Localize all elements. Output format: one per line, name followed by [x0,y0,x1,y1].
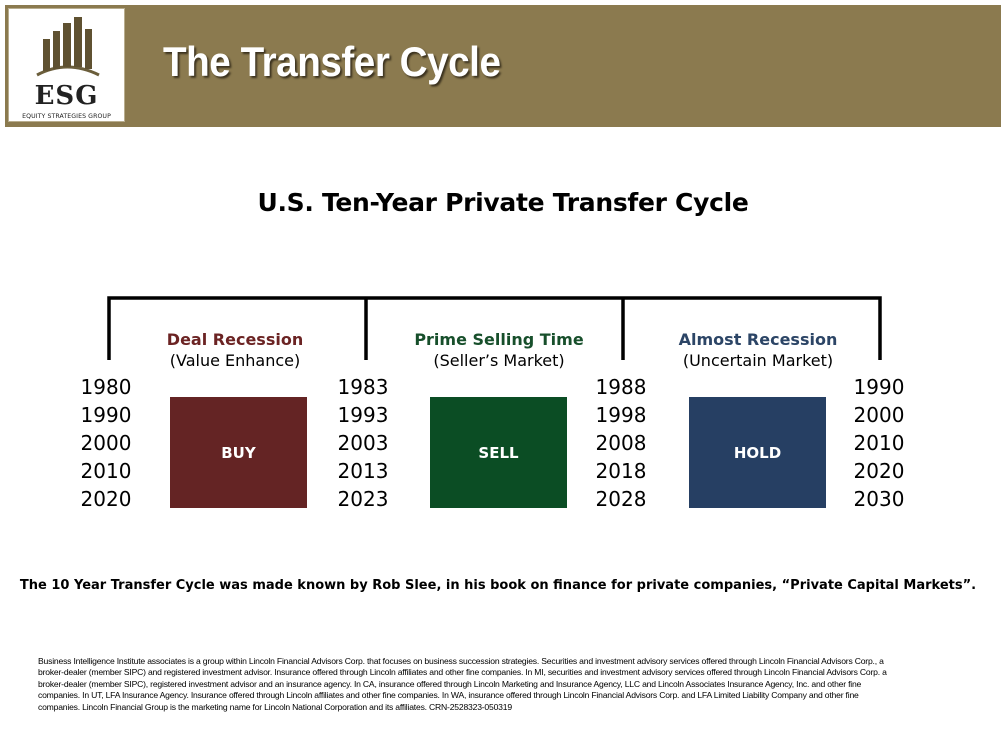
header-banner [5,5,1001,127]
phase-sub-deal-recession: (Value Enhance) [169,351,301,370]
sell-box: SELL [430,397,567,508]
year-label: 2023 [337,487,389,511]
year-label: 1990 [853,375,905,399]
legal-disclaimer: Business Intelligence Institute associat… [38,656,938,713]
building-icon [36,17,100,77]
page-title: The Transfer Cycle [163,38,501,85]
year-label: 2028 [595,487,647,511]
year-column-3: 1988 1998 2008 2018 2028 [591,373,651,513]
year-label: 1990 [80,403,132,427]
buy-label: BUY [221,443,256,462]
year-label: 2008 [595,431,647,455]
logo-wordmark: ESG [34,81,99,111]
phase-label-almost-recession: Almost Recession [678,330,838,349]
source-note: The 10 Year Transfer Cycle was made know… [19,578,977,593]
year-label: 2010 [80,459,132,483]
year-label: 2020 [853,459,905,483]
disclaimer-line: broker-dealer (member SIPC), registered … [38,678,862,689]
phase-label-deal-recession: Deal Recession [166,330,304,349]
year-column-1: 1980 1990 2000 2010 2020 [76,373,136,513]
year-label: 2013 [337,459,389,483]
hold-label: HOLD [733,443,782,462]
buy-box: BUY [170,397,307,508]
year-label: 1983 [337,375,389,399]
year-label: 2010 [853,431,905,455]
year-label: 2030 [853,487,905,511]
phase-sub-almost-recession: (Uncertain Market) [682,351,834,370]
disclaimer-line: companies. Lincoln Financial Group is th… [38,701,512,712]
year-label: 2000 [853,403,905,427]
year-column-4: 1990 2000 2010 2020 2030 [849,373,909,513]
logo-tagline: EQUITY STRATEGIES GROUP [22,113,111,120]
year-label: 1988 [595,375,647,399]
esg-logo: ESG EQUITY STRATEGIES GROUP [8,8,125,122]
disclaimer-line: broker-dealer (member SIPC) and register… [38,667,887,678]
year-label: 2000 [80,431,132,455]
diagram-title: U.S. Ten-Year Private Transfer Cycle [257,188,749,217]
year-column-2: 1983 1993 2003 2013 2023 [333,373,393,513]
phase-label-prime-selling: Prime Selling Time [414,330,584,349]
year-label: 2020 [80,487,132,511]
year-label: 1993 [337,403,389,427]
timeline-bracket [107,296,882,360]
hold-box: HOLD [689,397,826,508]
year-label: 2003 [337,431,389,455]
year-label: 1998 [595,403,647,427]
disclaimer-line: companies. In UT, LFA Insurance Agency. … [38,690,859,701]
disclaimer-line: Business Intelligence Institute associat… [38,656,884,666]
year-label: 1980 [80,375,132,399]
phase-sub-prime-selling: (Seller’s Market) [433,351,565,370]
year-label: 2018 [595,459,647,483]
sell-label: SELL [478,443,519,462]
